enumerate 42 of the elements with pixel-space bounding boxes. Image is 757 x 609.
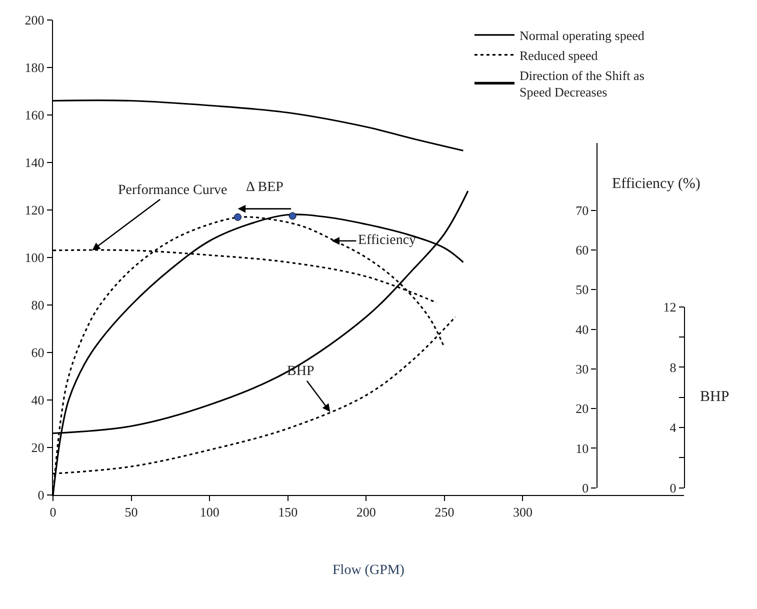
y2-tick-label: 20 — [576, 401, 589, 416]
y-tick-label: 80 — [31, 298, 44, 313]
y-tick-label: 200 — [24, 12, 44, 28]
y-tick-label: 160 — [24, 108, 44, 123]
annotation: Efficiency — [358, 233, 416, 248]
y-tick-label: 100 — [24, 250, 44, 266]
x-tick-label: 250 — [434, 504, 454, 520]
annotation: Δ BEP — [246, 180, 284, 195]
y2-tick-label: 30 — [576, 362, 589, 377]
annotation: Performance Curve — [118, 183, 228, 198]
y3-tick-label: 8 — [670, 360, 676, 375]
annotation: BHP — [287, 364, 314, 379]
y-tick-label: 0 — [38, 488, 44, 503]
y-tick-label: 120 — [24, 202, 44, 218]
annotation: Direction of the Shift as Speed Decreases — [519, 68, 644, 100]
y3-tick-label: 0 — [670, 480, 676, 496]
y-tick-label: 20 — [31, 440, 44, 456]
y-tick-label: 180 — [24, 60, 44, 76]
x-axis-title: Flow (GPM) — [332, 563, 405, 578]
x-tick-label: 150 — [278, 504, 298, 520]
point — [234, 213, 242, 221]
y2-tick-label: 60 — [576, 242, 589, 258]
y3-tick-label: 12 — [663, 299, 676, 314]
x-tick-label: 300 — [512, 504, 532, 520]
y2-tick-label: 10 — [576, 440, 589, 456]
x-tick-label: 100 — [200, 504, 220, 520]
point — [288, 212, 296, 220]
y2-axis-title: Efficiency (%) — [612, 176, 700, 192]
y2-tick-label: 40 — [576, 322, 589, 337]
x-tick-label: 200 — [356, 504, 376, 520]
x-tick-label: 0 — [50, 504, 56, 520]
y2-tick-label: 70 — [576, 202, 589, 218]
y2-tick-label: 50 — [576, 282, 589, 298]
legend-label: Normal operating speed — [519, 28, 645, 44]
y3-axis-title: BHP — [700, 389, 730, 405]
legend-label: Reduced speed — [519, 48, 598, 63]
y-tick-label: 60 — [31, 345, 44, 360]
y2-tick-label: 0 — [582, 480, 589, 496]
y-tick-label: 140 — [24, 155, 44, 170]
y-tick-label: 40 — [31, 392, 44, 408]
x-tick-label: 50 — [124, 504, 138, 520]
y3-tick-label: 4 — [670, 420, 677, 436]
